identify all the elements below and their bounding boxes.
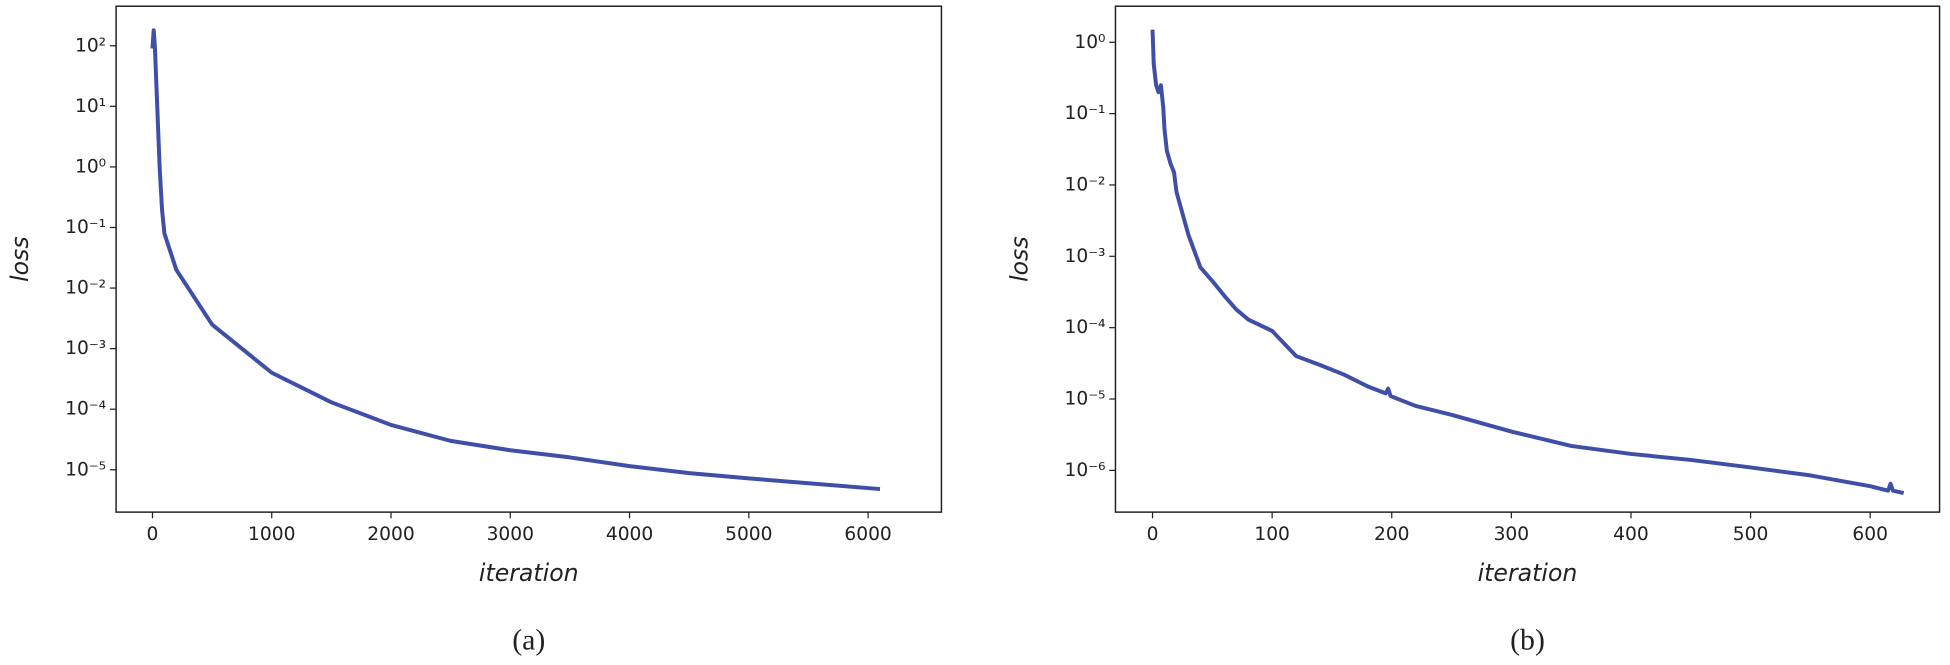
y-tick-label: 10⁻²: [1065, 174, 1106, 195]
y-tick-label: 10⁰: [1074, 32, 1105, 53]
y-tick-label: 10⁻⁴: [1065, 317, 1106, 338]
y-tick-label: 10⁻⁴: [65, 399, 106, 420]
y-tick-label: 10⁻¹: [65, 217, 106, 238]
x-tick-label: 0: [1147, 524, 1159, 545]
x-tick-label: 500: [1733, 524, 1769, 545]
plot-frame: [115, 5, 943, 513]
x-tick-label: 300: [1494, 524, 1530, 545]
y-tick-label: 10⁻⁵: [65, 459, 106, 480]
plot-frame: [1114, 5, 1941, 513]
x-tick-label: 200: [1374, 524, 1410, 545]
y-tick-label: 10⁰: [75, 156, 106, 177]
x-tick-label: 5000: [725, 524, 772, 545]
y-tick-label: 10⁻⁶: [1065, 460, 1106, 481]
x-tick-label: 3000: [487, 524, 534, 545]
x-tick-label: 600: [1852, 524, 1888, 545]
y-tick-label: 10¹: [75, 96, 106, 117]
y-tick-label: 10⁻¹: [1065, 103, 1106, 124]
caption: (a): [512, 623, 545, 656]
x-axis-title: iteration: [1478, 559, 1578, 587]
y-tick-label: 10²: [75, 35, 106, 56]
y-tick-label: 10⁻³: [1065, 246, 1106, 267]
x-tick-label: 0: [147, 524, 159, 545]
x-tick-label: 1000: [248, 524, 295, 545]
x-tick-label: 100: [1254, 524, 1290, 545]
caption: (b): [1510, 623, 1545, 656]
y-tick-label: 10⁻⁵: [1065, 389, 1106, 410]
y-axis-title: loss: [6, 236, 34, 282]
x-tick-label: 4000: [606, 524, 653, 545]
loss-line: [1150, 29, 1905, 496]
x-axis-title: iteration: [479, 559, 579, 587]
x-tick-label: 6000: [844, 524, 891, 545]
y-tick-label: 10⁻²: [65, 278, 106, 299]
y-tick-label: 10⁻³: [65, 338, 106, 359]
loss-line: [150, 28, 881, 492]
x-tick-label: 400: [1613, 524, 1649, 545]
x-tick-label: 2000: [367, 524, 414, 545]
y-axis-title: loss: [1005, 236, 1033, 282]
